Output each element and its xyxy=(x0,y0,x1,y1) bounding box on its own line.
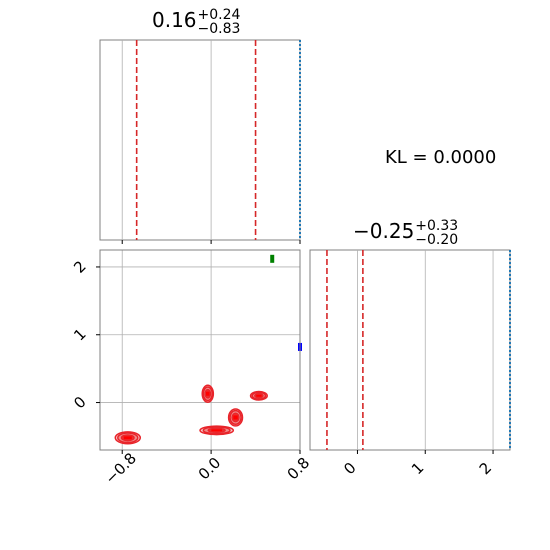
joint-x-tick-label: 0.0 xyxy=(195,454,225,484)
kl-label: KL = 0.0000 xyxy=(385,147,497,168)
marginal-x-title-plus: +0.24 xyxy=(197,7,241,23)
joint-x-tick-label: 0.8 xyxy=(284,454,314,484)
marginal-x-grid xyxy=(121,40,301,244)
marginal-y-x-ticks: 0 1 2 xyxy=(340,450,495,478)
joint-markers xyxy=(270,254,302,351)
contour-core xyxy=(123,436,132,440)
marginal-x-quantiles xyxy=(135,40,257,240)
joint-y-tick-label: 2 xyxy=(70,257,89,276)
marginal-y-title-minus: −0.20 xyxy=(415,232,459,248)
joint-y-tick-label: 1 xyxy=(70,325,89,344)
marginal-x-title-value: 0.16 xyxy=(152,8,197,32)
marginal-y-x-tick-label: 2 xyxy=(476,459,495,478)
marginal-x-panel xyxy=(99,39,301,244)
contour-core xyxy=(233,415,238,420)
marginal-y-title-plus: +0.33 xyxy=(415,218,459,234)
marginal-x-title: 0.16 +0.24 −0.83 xyxy=(152,8,240,36)
marginal-y-quantiles xyxy=(326,250,364,450)
marginal-y-title-value: −0.25 xyxy=(353,219,415,243)
marginal-y-x-tick-label: 0 xyxy=(340,459,359,478)
marginal-x-frame xyxy=(99,39,301,241)
marginal-y-panel: 0 1 2 xyxy=(309,249,511,478)
joint-x-tick-label: −0.8 xyxy=(101,449,139,487)
joint-x-ticks: −0.8 0.0 0.8 xyxy=(101,449,313,487)
marginal-y-frame xyxy=(309,249,511,451)
joint-density-contours xyxy=(114,384,268,445)
marginal-y-x-tick-label: 1 xyxy=(408,459,427,478)
joint-y-ticks: 0 1 2 xyxy=(70,257,100,412)
marginal-x-title-minus: −0.83 xyxy=(197,21,241,37)
joint-grid xyxy=(100,250,301,450)
joint-marker xyxy=(270,254,275,263)
marginal-y-grid xyxy=(357,250,494,450)
joint-frame xyxy=(99,249,301,451)
contour-core xyxy=(256,394,262,397)
contour-core xyxy=(206,391,210,396)
joint-y-tick-label: 0 xyxy=(70,393,89,412)
joint-panel: −0.8 0.0 0.8 0 1 2 xyxy=(70,249,313,488)
contour-core xyxy=(211,429,222,432)
marginal-y-title: −0.25 +0.33 −0.20 xyxy=(353,219,458,247)
